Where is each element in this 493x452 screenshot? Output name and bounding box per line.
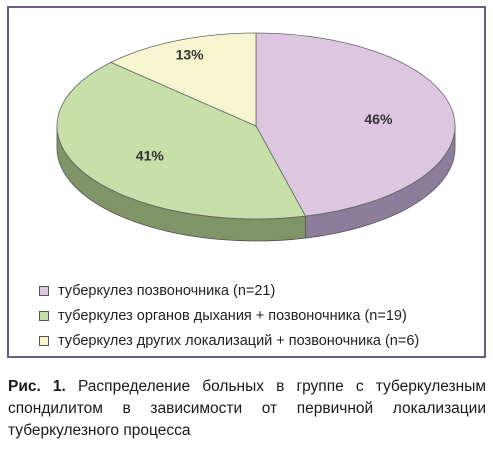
caption-text: Распределение больных в группе с туберку…	[8, 378, 487, 439]
chart-legend: туберкулез позвоночника (n=21) туберкуле…	[39, 278, 419, 353]
legend-swatch	[39, 285, 49, 296]
legend-item-spine: туберкулез позвоночника (n=21)	[39, 278, 419, 303]
data-label-2: 41%	[136, 147, 165, 163]
figure-frame: 46% 41% 13% туберкулез позвоночника (n=21)…	[7, 6, 486, 358]
legend-label: туберкулез органов дыхания + позвоночник…	[58, 307, 407, 324]
legend-label: туберкулез других локализаций + позвоноч…	[58, 332, 420, 349]
pie-slice-3	[109, 32, 257, 127]
data-label-3: 13%	[176, 46, 205, 62]
pie-slice-2	[56, 61, 307, 220]
pie-chart: 46% 41% 13%	[56, 32, 456, 242]
legend-swatch	[39, 335, 49, 346]
legend-label: туберкулез позвоночника (n=21)	[58, 282, 276, 299]
legend-item-other-spine: туберкулез других локализаций + позвоноч…	[39, 328, 419, 353]
figure-caption: Рис. 1. Распределение больных в группе с…	[8, 376, 486, 442]
pie-slice-1	[255, 32, 456, 217]
legend-item-respiratory-spine: туберкулез органов дыхания + позвоночник…	[39, 303, 419, 328]
data-label-1: 46%	[364, 111, 393, 127]
legend-swatch	[39, 310, 49, 321]
caption-label: Рис. 1.	[8, 378, 66, 395]
